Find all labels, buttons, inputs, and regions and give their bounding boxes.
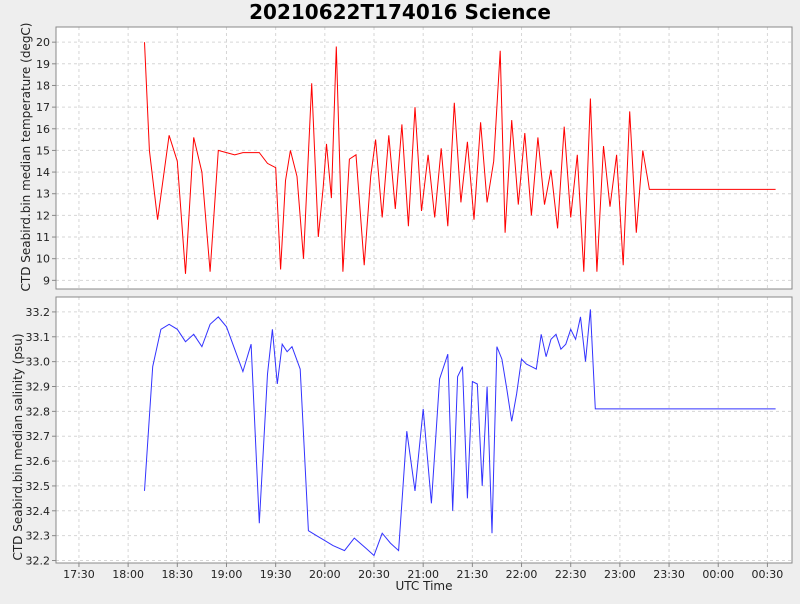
salinity-y-axis-label: CTD Seabird.bin median salinity (psu) xyxy=(11,333,25,560)
x-tick-label: 00:00 xyxy=(702,568,734,581)
x-tick-label: 23:00 xyxy=(604,568,636,581)
chart-title: 20210622T174016 Science xyxy=(249,0,551,24)
temperature-y-tick-label: 11 xyxy=(36,231,50,244)
salinity-y-tick-label: 32.2 xyxy=(26,555,51,568)
x-tick-label: 18:00 xyxy=(112,568,144,581)
temperature-y-tick-label: 9 xyxy=(43,274,50,287)
salinity-y-tick-label: 33.2 xyxy=(26,306,51,319)
salinity-y-tick-label: 33.0 xyxy=(26,356,51,369)
salinity-y-tick-label: 32.6 xyxy=(26,455,51,468)
temperature-series-line xyxy=(144,42,776,274)
x-tick-label: 21:30 xyxy=(457,568,489,581)
x-tick-label: 17:30 xyxy=(63,568,95,581)
salinity-y-tick-label: 32.3 xyxy=(26,530,51,543)
temperature-y-tick-label: 16 xyxy=(36,123,50,136)
salinity-y-tick-label: 32.4 xyxy=(26,505,51,518)
x-tick-label: 23:30 xyxy=(653,568,685,581)
x-tick-label: 20:00 xyxy=(309,568,341,581)
x-tick-label: 21:00 xyxy=(407,568,439,581)
temperature-y-tick-label: 20 xyxy=(36,36,50,49)
temperature-y-tick-label: 13 xyxy=(36,188,50,201)
x-tick-label: 18:30 xyxy=(161,568,193,581)
temperature-y-tick-label: 15 xyxy=(36,144,50,157)
salinity-series-line xyxy=(144,309,776,557)
salinity-y-tick-label: 32.7 xyxy=(26,430,51,443)
x-tick-label: 19:00 xyxy=(211,568,243,581)
temperature-y-tick-label: 12 xyxy=(36,209,50,222)
temperature-plot-border xyxy=(55,26,793,290)
x-tick-label: 00:30 xyxy=(752,568,784,581)
temperature-y-tick-label: 10 xyxy=(36,253,50,266)
x-tick-label: 20:30 xyxy=(358,568,390,581)
temperature-y-axis-label: CTD Seabird.bin median temperature (degC… xyxy=(19,23,33,292)
x-tick-label: 22:00 xyxy=(506,568,538,581)
salinity-panel: 32.2 32.3 32.4 32.5 32.6 32.7 32.8 32.9 33.0 33.1… xyxy=(11,296,793,581)
x-tick-label: 19:30 xyxy=(260,568,292,581)
salinity-y-tick-label: 32.5 xyxy=(26,480,51,493)
salinity-plot-border xyxy=(55,296,793,564)
x-tick-label: 22:30 xyxy=(555,568,587,581)
salinity-y-tick-label: 32.9 xyxy=(26,380,51,393)
temperature-y-tick-label: 18 xyxy=(36,79,50,92)
salinity-y-tick-label: 32.8 xyxy=(26,405,51,418)
temperature-y-tick-label: 17 xyxy=(36,101,50,114)
temperature-y-tick-label: 14 xyxy=(36,166,50,179)
x-axis-label: UTC Time xyxy=(396,579,453,593)
temperature-y-tick-label: 19 xyxy=(36,58,50,71)
salinity-y-tick-label: 33.1 xyxy=(26,331,51,344)
